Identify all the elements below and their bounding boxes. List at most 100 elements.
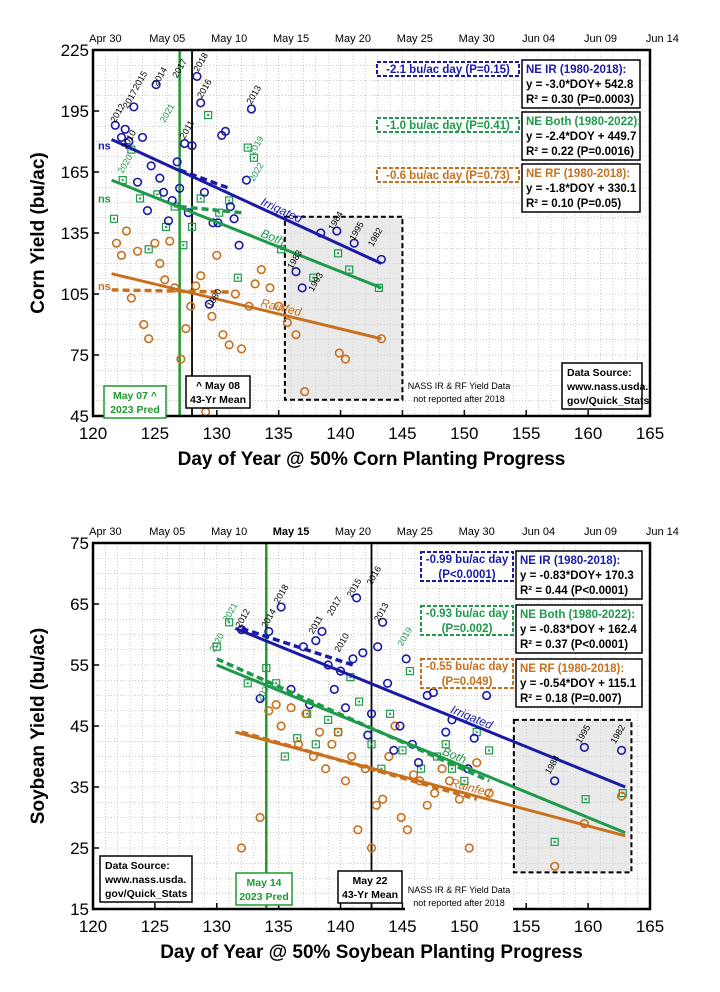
data-point-ir: [155, 173, 165, 183]
data-point-both: [441, 740, 450, 749]
date-tick-label: Jun 09: [584, 526, 617, 538]
data-point-both-dot: [182, 244, 185, 247]
data-point-rf: [191, 281, 201, 291]
y-tick-label: 35: [70, 778, 89, 797]
data-point-ir: [146, 161, 156, 171]
x-tick-label: 150: [450, 424, 478, 443]
data-point-ir: [358, 648, 368, 658]
data-point-rf: [224, 340, 234, 350]
data-point-both: [367, 740, 376, 749]
data-point-both: [355, 697, 364, 706]
data-point-rf: [300, 387, 310, 397]
data-point-both-dot: [327, 718, 330, 721]
date-tick-label: May 05: [149, 33, 185, 45]
data-point-both: [280, 752, 289, 761]
data-point-ir: [132, 177, 143, 187]
data-point-rf: [126, 293, 136, 303]
data-point-both: [204, 110, 213, 120]
data-point-rf: [430, 788, 440, 798]
data-point-ir: [120, 124, 130, 134]
data-point-rf: [402, 825, 412, 835]
data-point-both-dot: [228, 621, 231, 624]
data-point-both-dot: [337, 252, 340, 255]
data-point-both-dot: [475, 731, 478, 734]
data-point-ir: [373, 642, 383, 652]
x-tick-label: 130: [203, 917, 231, 936]
data-point-ir: [204, 299, 214, 309]
pred-label-text: 2023 Pred: [239, 891, 289, 903]
data-point-both: [374, 283, 384, 292]
x-tick-label: 125: [141, 424, 169, 443]
data-point-ir: [389, 745, 399, 755]
data-point-both: [333, 249, 343, 258]
data-point-ir: [317, 626, 327, 637]
data-point-both-dot: [265, 667, 268, 670]
data-point-both-dot: [283, 755, 286, 758]
data-point-both-dot: [420, 767, 423, 770]
data-point-rf: [327, 739, 337, 749]
data-point-rf: [250, 279, 260, 289]
data-point-rf: [314, 727, 325, 737]
date-tick-label: May 15: [273, 526, 310, 538]
data-point-both: [385, 709, 395, 718]
data-point-both: [262, 663, 271, 673]
trendline-rf: [111, 272, 382, 341]
equation-formula-both: y = -2.4*DOY + 449.7: [526, 131, 636, 143]
data-point-ir: [158, 187, 169, 197]
data-point-both-dot: [389, 712, 392, 715]
equation-title-ir: NE IR (1980-2018):: [520, 555, 620, 567]
data-point-ir: [366, 709, 377, 719]
rate-box-both: [376, 117, 520, 133]
date-tick-label: Jun 09: [584, 33, 617, 45]
x-tick-label: 135: [264, 917, 292, 936]
data-point-both: [311, 740, 320, 749]
note-text: NASS IR & RF Yield Data: [408, 885, 511, 895]
date-tick-label: Jun 14: [646, 33, 679, 45]
dashed-trend-rf: [241, 730, 478, 801]
data-point-rf: [150, 238, 160, 248]
data-point-both: [243, 143, 252, 152]
data-point-ir: [340, 703, 351, 713]
ns-label: ns: [98, 194, 111, 206]
data-point-rf: [396, 812, 406, 823]
data-point-ir: [241, 175, 252, 185]
source-box: [561, 362, 643, 410]
data-point-rf: [181, 323, 191, 334]
x-tick-label: 150: [450, 917, 478, 936]
data-point-ir: [229, 214, 239, 224]
source-text: www.nass.usda.: [104, 874, 186, 886]
data-point-rf: [334, 348, 344, 358]
data-point-both-dot: [358, 700, 361, 703]
data-point-both-dot: [380, 767, 383, 770]
equation-r2-ir: R² = 0.30 (P=0.0003): [526, 94, 634, 106]
data-point-ir: [255, 693, 265, 704]
date-tick-label: Apr 30: [89, 526, 121, 538]
y-tick-label: 65: [70, 595, 89, 614]
data-point-rf: [236, 843, 247, 853]
data-point-both: [144, 245, 153, 254]
data-point-rf: [353, 825, 363, 835]
equation-title-ir: NE IR (1980-2018):: [526, 64, 626, 76]
y-tick-label: 55: [70, 656, 89, 675]
date-tick-label: May 30: [459, 526, 495, 538]
data-point-rf: [144, 334, 154, 344]
equation-box-both: [515, 604, 643, 654]
data-point-ir: [579, 742, 589, 752]
x-tick-label: 165: [636, 917, 664, 936]
source-box: [99, 855, 193, 903]
data-point-both: [225, 196, 234, 205]
note-box: [413, 377, 505, 407]
data-point-ir: [220, 126, 231, 136]
data-point-rf: [333, 727, 343, 737]
data-point-both: [405, 667, 414, 676]
x-tick-label: 135: [264, 424, 292, 443]
data-point-both-dot: [218, 211, 221, 214]
data-point-ir: [395, 721, 405, 731]
rate-text-rf: -0.6 bu/ac day (P=0.73): [386, 170, 510, 182]
rate-box-ir: [420, 551, 514, 582]
trendline-ir: [234, 627, 626, 789]
data-point-both: [135, 194, 145, 203]
equation-formula-both: y = -0.83*DOY + 162.4: [520, 624, 637, 636]
equation-formula-ir: y = -0.83*DOY+ 170.3: [520, 570, 634, 582]
x-tick-label: 130: [203, 424, 231, 443]
